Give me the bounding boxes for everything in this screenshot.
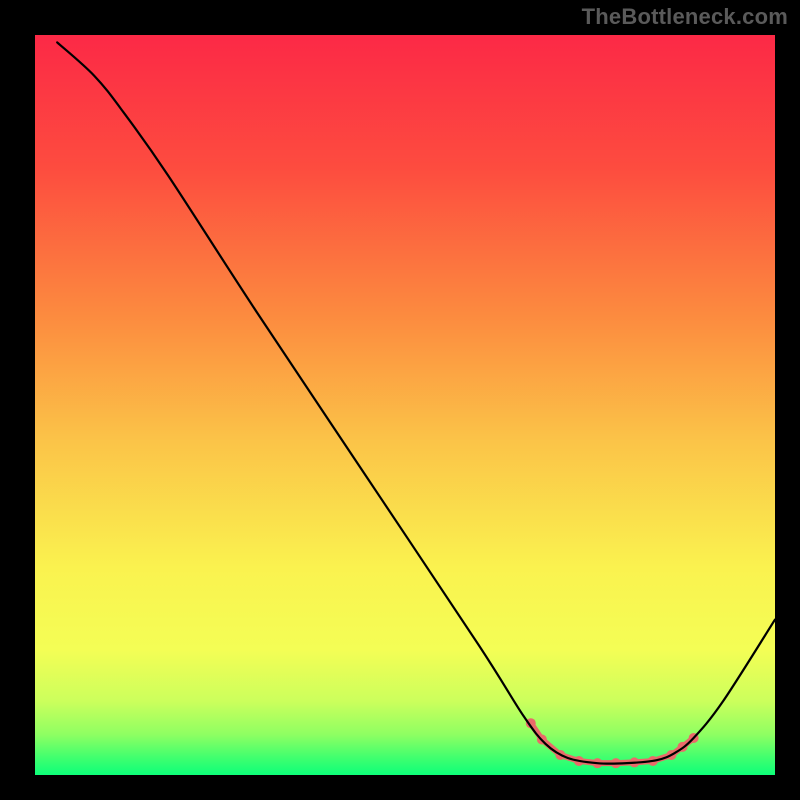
gradient-background [35,35,775,775]
chart-plot-area [35,35,775,775]
page-root: TheBottleneck.com [0,0,800,800]
chart-svg [35,35,775,775]
watermark-text: TheBottleneck.com [582,4,788,30]
